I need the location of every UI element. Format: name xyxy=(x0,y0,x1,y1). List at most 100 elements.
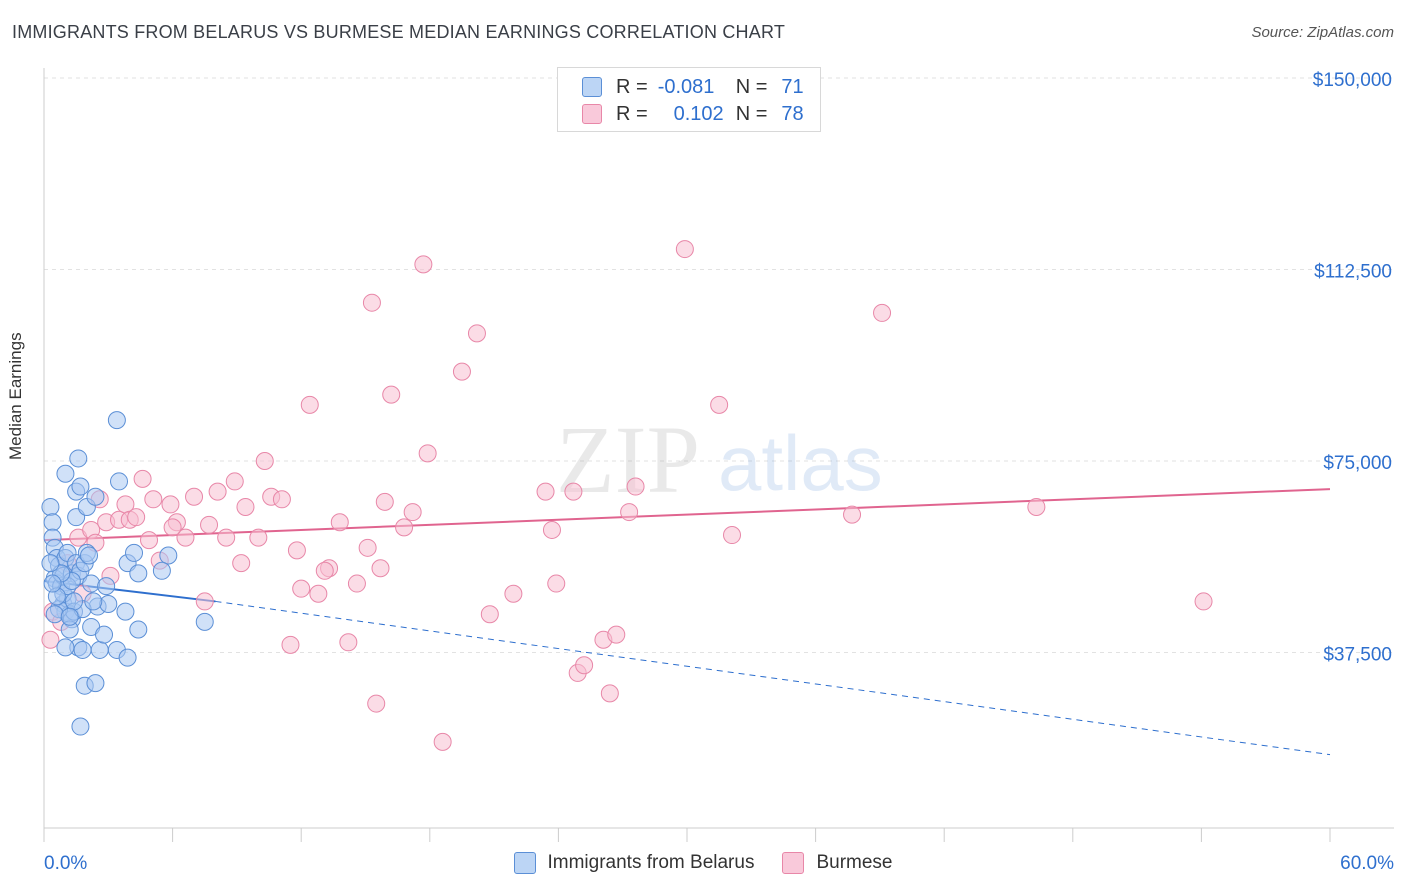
legend-n-label: N = xyxy=(735,102,768,125)
data-point-burmese xyxy=(309,584,328,603)
data-point-burmese xyxy=(626,477,645,496)
data-point-burmese xyxy=(467,324,486,343)
tick-labels: $37,500 $75,000 $112,500 $150,000 0.0% 60.0% xyxy=(44,70,1394,874)
data-point-burmese xyxy=(208,482,227,501)
data-point-belarus xyxy=(71,717,90,736)
trend-line-belarus-projection xyxy=(215,600,1331,756)
data-point-burmese xyxy=(371,559,390,578)
data-point-burmese xyxy=(600,684,619,703)
legend-swatch-belarus xyxy=(582,77,602,97)
data-point-burmese xyxy=(362,293,381,312)
data-point-belarus xyxy=(116,602,135,621)
data-point-burmese xyxy=(127,508,146,527)
data-point-burmese xyxy=(195,592,214,611)
data-point-belarus xyxy=(129,564,148,583)
data-point-burmese xyxy=(281,635,300,654)
data-point-burmese xyxy=(315,561,334,580)
data-point-burmese xyxy=(395,518,414,537)
data-point-burmese xyxy=(217,528,236,547)
data-point-burmese xyxy=(272,490,291,509)
legend-r-label: R = xyxy=(616,75,648,98)
data-point-burmese xyxy=(144,490,163,509)
data-point-belarus xyxy=(110,472,129,491)
data-point-burmese xyxy=(620,503,639,522)
data-point-burmese xyxy=(564,482,583,501)
data-point-burmese xyxy=(547,574,566,593)
data-point-burmese xyxy=(133,469,152,488)
data-point-burmese xyxy=(542,520,561,539)
correlation-legend: R = -0.081 N = 71 R = 0.102 N = 78 xyxy=(557,67,821,132)
chart-title: IMMIGRANTS FROM BELARUS VS BURMESE MEDIA… xyxy=(12,22,786,42)
data-point-belarus xyxy=(60,607,79,626)
data-point-burmese xyxy=(41,630,60,649)
data-point-burmese xyxy=(347,574,366,593)
data-point-burmese xyxy=(403,503,422,522)
x-tick-label: 60.0% xyxy=(1340,853,1394,874)
data-point-belarus xyxy=(43,513,62,532)
data-point-belarus xyxy=(56,464,75,483)
legend-swatch-belarus xyxy=(513,852,536,874)
data-point-burmese xyxy=(414,255,433,274)
data-point-belarus xyxy=(69,449,88,468)
data-point-belarus xyxy=(86,674,105,693)
data-point-burmese xyxy=(480,605,499,624)
data-point-burmese xyxy=(200,515,219,534)
data-point-burmese xyxy=(723,526,742,545)
data-point-belarus xyxy=(195,612,214,631)
data-point-burmese xyxy=(1194,592,1213,611)
data-point-burmese xyxy=(232,554,251,573)
trend-lines xyxy=(43,488,1331,756)
data-point-burmese xyxy=(607,625,626,644)
data-point-belarus xyxy=(97,577,116,596)
data-point-belarus xyxy=(118,648,137,667)
data-point-belarus xyxy=(95,625,114,644)
data-point-burmese xyxy=(452,362,471,381)
data-point-burmese xyxy=(287,541,306,560)
legend-r-label: R = xyxy=(616,102,648,125)
legend-n-value: 71 xyxy=(781,75,804,98)
data-point-burmese xyxy=(339,633,358,652)
legend-item-burmese[interactable]: Burmese xyxy=(782,852,892,874)
legend-row-burmese: R = 0.102 N = 78 xyxy=(582,101,804,127)
data-point-belarus xyxy=(125,543,144,562)
y-axis-title: Median Earnings xyxy=(6,332,25,460)
data-point-belarus xyxy=(73,640,92,659)
data-point-belarus xyxy=(86,487,105,506)
y-tick-label: $150,000 xyxy=(1313,70,1392,91)
data-point-burmese xyxy=(161,495,180,514)
data-point-belarus xyxy=(45,605,64,624)
data-point-belarus xyxy=(71,477,90,496)
legend-label-burmese: Burmese xyxy=(816,852,893,873)
data-point-burmese xyxy=(843,505,862,524)
data-point-belarus xyxy=(82,574,101,593)
data-point-belarus xyxy=(80,546,99,565)
legend-n-label: N = xyxy=(735,75,768,98)
data-point-burmese xyxy=(675,240,694,259)
data-point-burmese xyxy=(225,472,244,491)
watermark: ZIP atlas xyxy=(556,406,883,513)
data-point-belarus xyxy=(41,554,60,573)
data-point-burmese xyxy=(255,452,274,470)
data-point-belarus xyxy=(129,620,148,639)
legend-item-belarus[interactable]: Immigrants from Belarus xyxy=(513,852,754,874)
data-point-burmese xyxy=(176,528,195,547)
data-point-burmese xyxy=(300,395,319,414)
data-point-burmese xyxy=(140,531,159,550)
legend-r-value: 0.102 xyxy=(673,102,724,125)
data-point-burmese xyxy=(382,385,401,404)
data-point-belarus xyxy=(56,638,75,657)
legend-n-value: 78 xyxy=(781,102,804,125)
data-point-belarus xyxy=(84,592,103,611)
data-point-burmese xyxy=(236,497,255,516)
x-tick-label: 0.0% xyxy=(44,853,87,874)
data-point-burmese xyxy=(358,538,377,557)
legend-row-belarus: R = -0.081 N = 71 xyxy=(582,74,804,100)
data-point-burmese xyxy=(873,303,892,322)
data-point-belarus xyxy=(159,546,178,565)
data-point-burmese xyxy=(330,513,349,532)
data-points xyxy=(41,240,1213,751)
data-point-burmese xyxy=(433,732,452,751)
data-point-burmese xyxy=(163,518,182,537)
data-point-belarus xyxy=(41,497,60,516)
